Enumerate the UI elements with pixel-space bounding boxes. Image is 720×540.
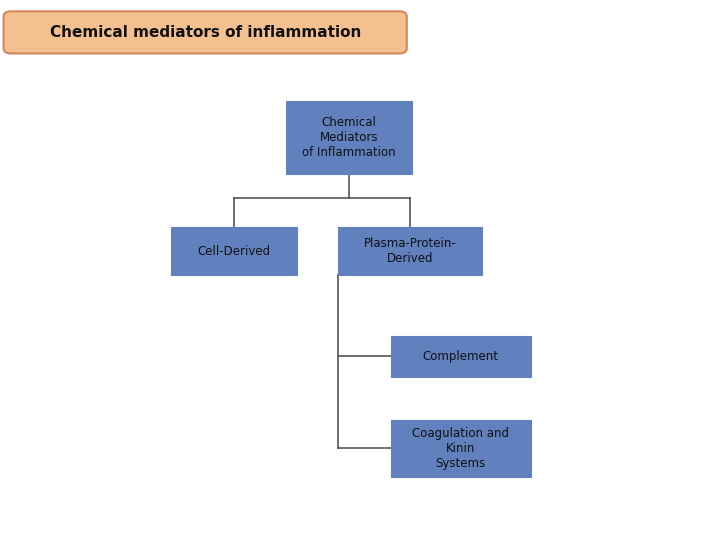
Text: Coagulation and
Kinin
Systems: Coagulation and Kinin Systems (413, 427, 509, 470)
FancyBboxPatch shape (171, 227, 297, 275)
FancyBboxPatch shape (390, 336, 531, 377)
Text: Chemical mediators of inflammation: Chemical mediators of inflammation (50, 25, 361, 40)
FancyBboxPatch shape (390, 420, 531, 476)
FancyBboxPatch shape (4, 11, 407, 53)
Text: Chemical
Mediators
of Inflammation: Chemical Mediators of Inflammation (302, 116, 396, 159)
FancyBboxPatch shape (338, 227, 482, 275)
Text: Cell-Derived: Cell-Derived (197, 245, 271, 258)
Text: Plasma-Protein-
Derived: Plasma-Protein- Derived (364, 237, 456, 265)
Text: Complement: Complement (423, 350, 499, 363)
FancyBboxPatch shape (287, 102, 412, 174)
